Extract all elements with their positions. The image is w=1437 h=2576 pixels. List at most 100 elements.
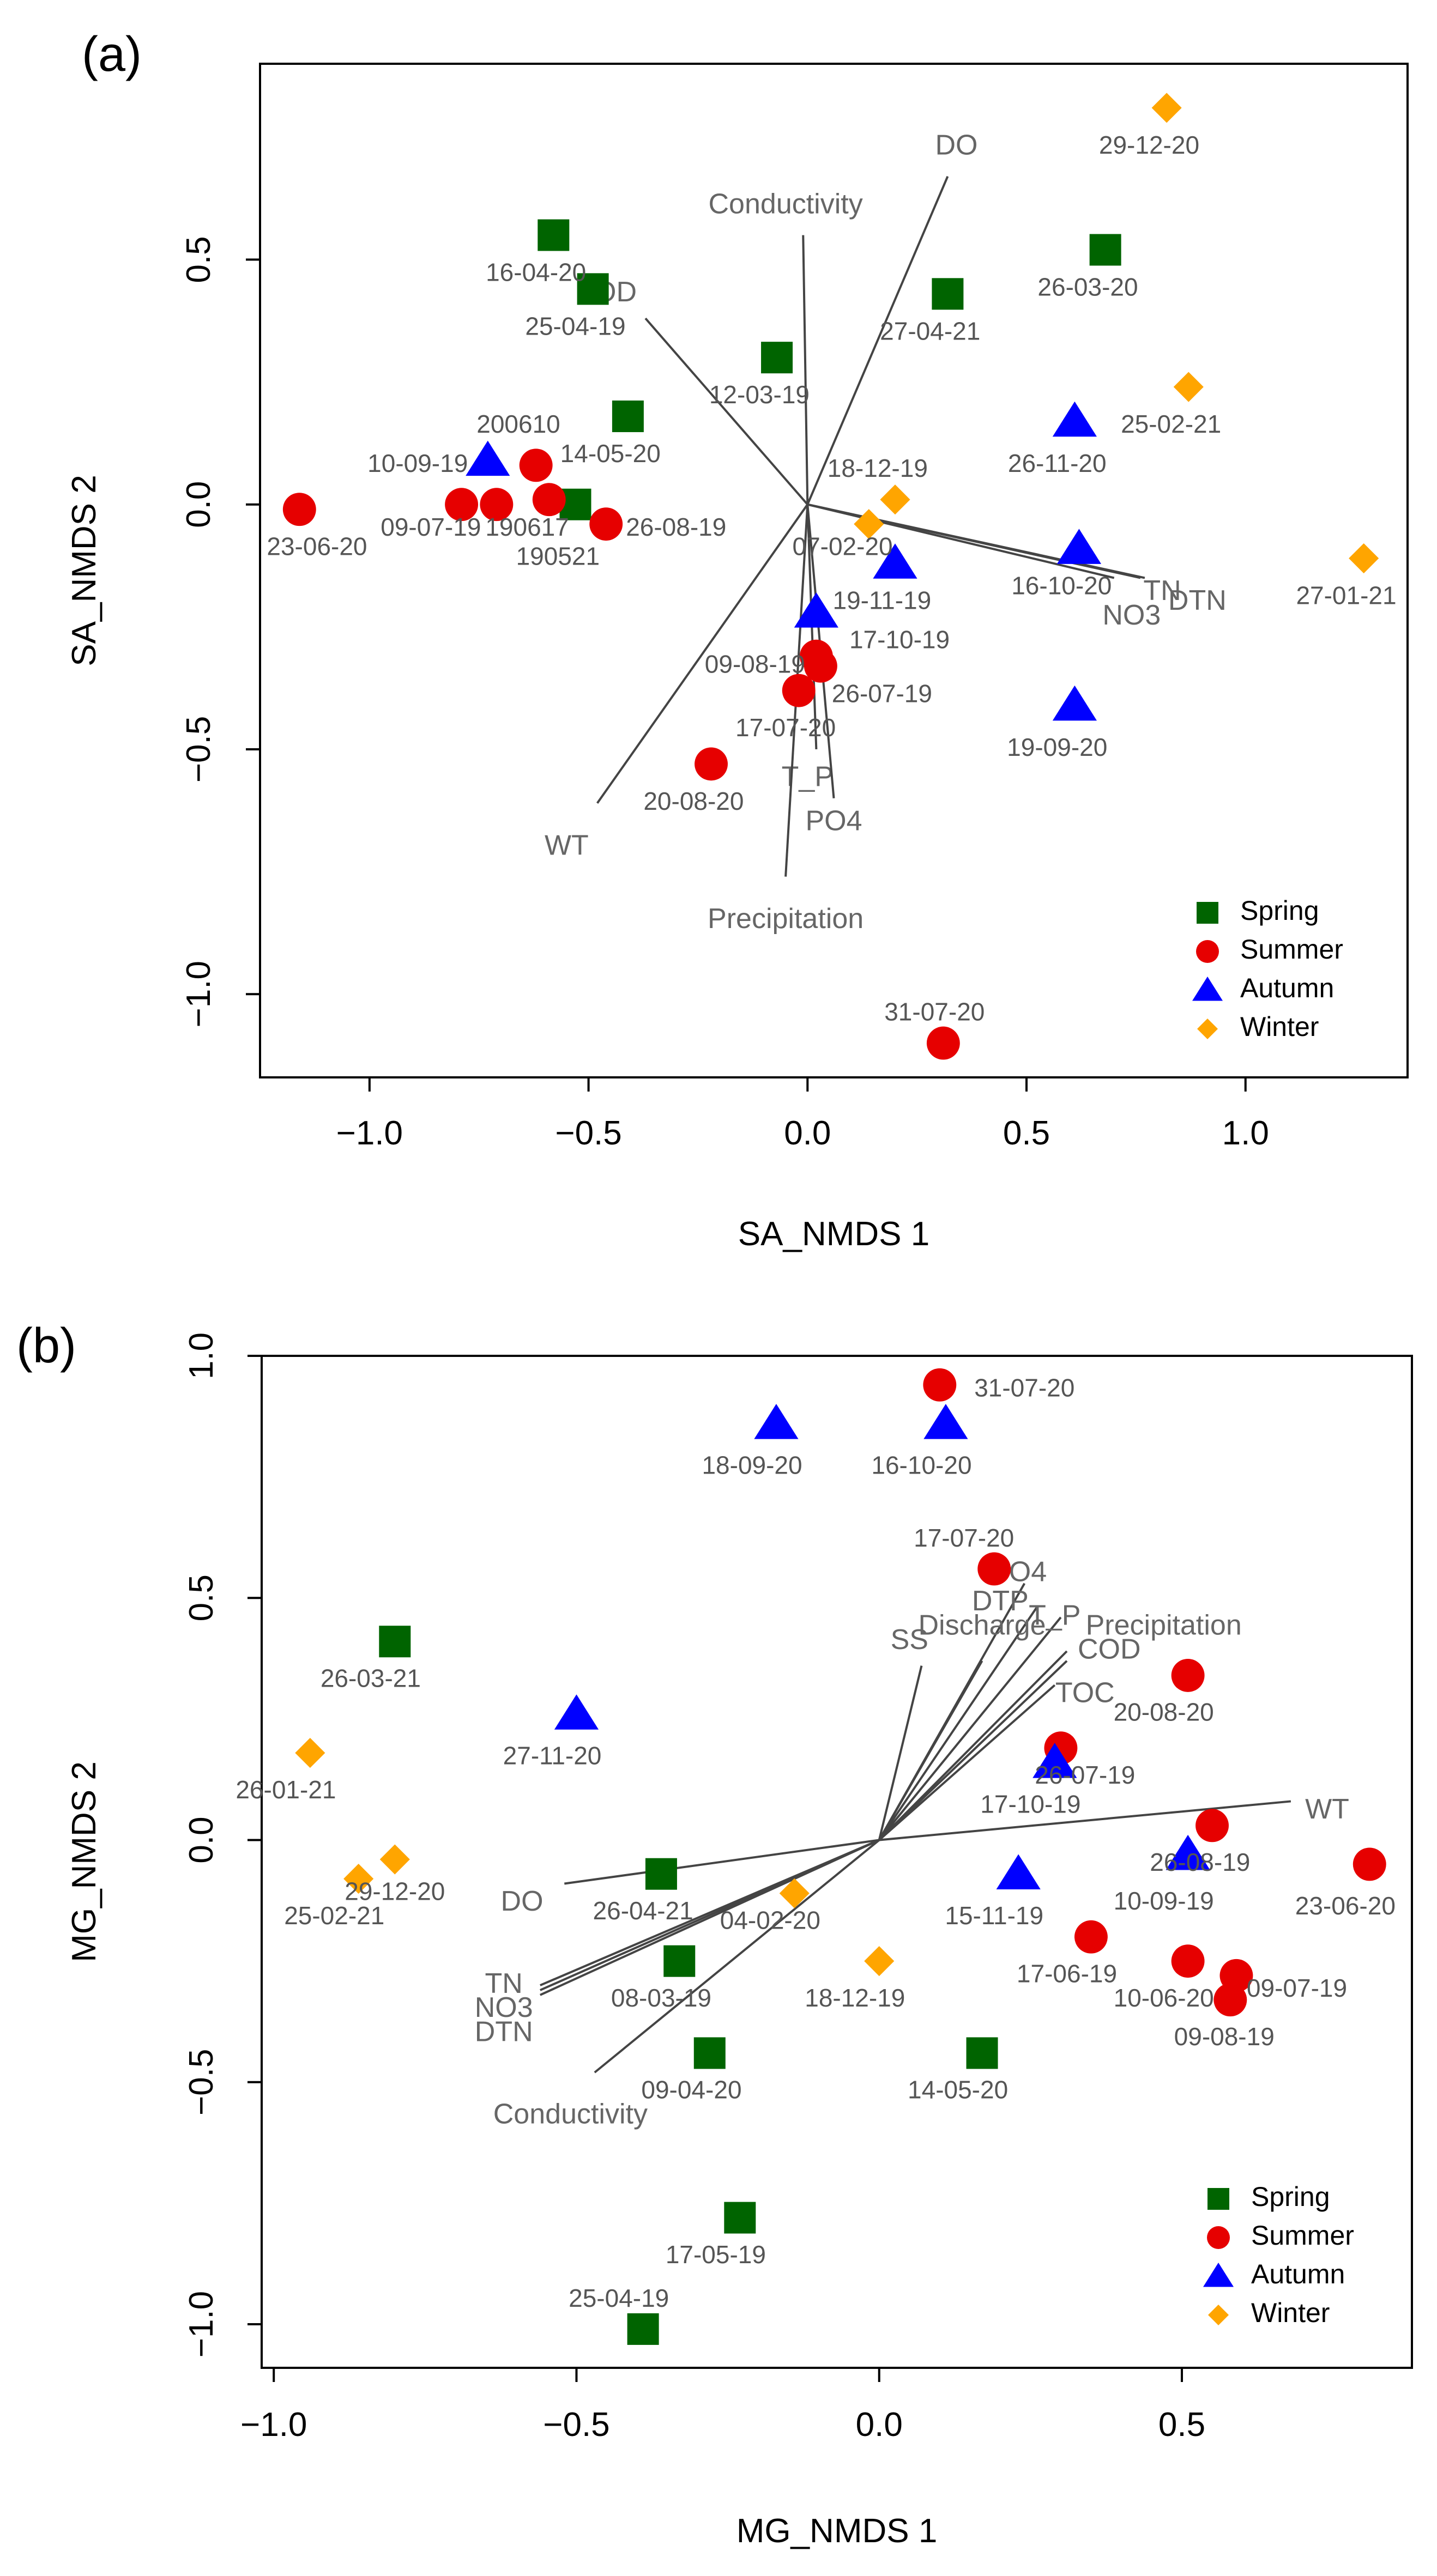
y-tick-label: −0.5	[183, 2049, 220, 2116]
env-vector-label: DTN	[475, 2016, 533, 2048]
env-vector-label: Conductivity	[709, 188, 863, 220]
env-vector-label: TN	[1143, 575, 1181, 607]
legend-autumn-label: Autumn	[1251, 2259, 1345, 2289]
point-label: 190617	[485, 513, 569, 541]
legend-autumn-label: Autumn	[1240, 973, 1334, 1003]
env-vector-label: T_P	[782, 761, 834, 793]
point-label: 17-10-19	[980, 1790, 1080, 1818]
point-label: 10-09-19	[1114, 1887, 1214, 1915]
x-tick-label: −1.0	[336, 1114, 403, 1152]
legend-winter-label: Winter	[1240, 1011, 1319, 1042]
point-summer	[589, 507, 623, 541]
point-autumn	[1033, 1743, 1077, 1778]
point-label: 26-08-19	[1150, 1848, 1250, 1876]
env-vector-line	[878, 1684, 1056, 1841]
env-vector-line	[879, 1800, 1291, 1841]
point-winter	[854, 509, 884, 540]
env-vector-label: TN	[485, 1968, 523, 1999]
panel-label: (b)	[16, 1319, 76, 1373]
point-label: 04-02-20	[720, 1906, 820, 1935]
point-summer	[282, 493, 316, 526]
point-autumn	[554, 1694, 599, 1730]
point-label: 08-03-19	[611, 1984, 711, 2012]
point-label: 23-06-20	[267, 532, 367, 561]
point-label: 26-01-21	[236, 1775, 336, 1804]
point-spring	[724, 2202, 756, 2234]
point-autumn	[466, 440, 510, 476]
point-summer	[977, 1552, 1011, 1586]
y-tick-label: −0.5	[180, 716, 218, 783]
x-tick-label: −1.0	[240, 2406, 307, 2444]
point-label: 190521	[516, 542, 600, 571]
point-summer	[1171, 1658, 1205, 1692]
point-label: 26-11-20	[1008, 449, 1107, 477]
point-spring	[932, 278, 964, 310]
y-tick-label: 1.0	[183, 1332, 220, 1379]
point-label: 17-06-19	[1017, 1959, 1117, 1987]
env-vector-label: DTN	[1168, 585, 1227, 616]
y-tick-label: 0.5	[183, 1574, 220, 1621]
env-vector-line	[644, 317, 808, 506]
point-label: 26-03-20	[1037, 272, 1138, 301]
env-vector-label: NO3	[475, 1992, 533, 2023]
point-label: 19-11-19	[833, 586, 932, 615]
x-tick-label: −0.5	[543, 2406, 609, 2444]
x-tick-label: −0.5	[555, 1114, 621, 1152]
y-tick-label: −1.0	[183, 2291, 220, 2357]
point-label: 26-08-19	[626, 513, 726, 541]
point-label: 31-07-20	[884, 997, 985, 1026]
point-spring	[379, 1626, 411, 1658]
env-vector-line	[878, 1650, 1068, 1841]
point-label: 25-02-21	[1121, 410, 1221, 438]
point-label: 17-05-19	[666, 2240, 766, 2269]
legend-autumn-marker	[1203, 2263, 1234, 2287]
point-autumn	[794, 592, 838, 628]
env-vector-line	[594, 1839, 880, 2074]
point-summer	[695, 747, 728, 781]
point-label: 17-10-19	[849, 625, 950, 653]
point-label: 27-11-20	[503, 1742, 602, 1770]
point-spring	[966, 2037, 998, 2069]
point-label: 19-09-20	[1007, 733, 1107, 761]
legend-winter-marker	[1197, 1019, 1218, 1039]
env-vector-line	[878, 1660, 983, 1841]
point-autumn	[1166, 1834, 1210, 1870]
point-label: 17-07-20	[914, 1524, 1014, 1552]
x-axis-title: SA_NMDS 1	[738, 1215, 929, 1253]
x-axis-title: MG_NMDS 1	[736, 2512, 938, 2550]
legend-spring-label: Spring	[1251, 2181, 1330, 2212]
point-spring	[645, 1858, 677, 1890]
env-vector-line	[807, 503, 1115, 579]
point-summer	[532, 483, 566, 517]
env-vector-line	[878, 1607, 1038, 1841]
legend-winter-marker	[1208, 2305, 1229, 2325]
point-summer	[782, 674, 816, 707]
x-tick-label: 0.0	[856, 2406, 903, 2444]
point-label: 17-07-20	[735, 713, 836, 742]
y-tick-label: 0.0	[183, 1816, 220, 1863]
point-label: 09-08-19	[705, 650, 805, 678]
point-label: 14-05-20	[560, 439, 661, 468]
x-tick-label: 0.0	[784, 1114, 831, 1152]
point-label: 09-07-19	[1247, 1974, 1347, 2002]
legend: Spring Summer Autumn Winter	[1203, 2181, 1354, 2328]
point-label: 27-01-21	[1296, 581, 1396, 610]
env-vector-line	[540, 1839, 880, 1996]
env-vector-line	[802, 235, 809, 505]
env-vector-label: TOC	[1055, 1677, 1115, 1709]
point-winter	[295, 1738, 325, 1768]
panel-label: (a)	[82, 27, 142, 82]
point-label: 09-08-19	[1174, 2022, 1275, 2051]
point-label: 16-10-20	[871, 1451, 971, 1480]
plot-frame	[259, 63, 1409, 1078]
env-vector-line	[878, 1660, 1068, 1841]
point-autumn	[923, 1404, 968, 1439]
env-vector-label: DTP	[972, 1585, 1029, 1617]
env-vector-label: NO3	[1102, 599, 1161, 631]
point-winter	[1173, 372, 1204, 402]
env-vector-label: PO4	[805, 805, 862, 837]
point-summer	[923, 1368, 957, 1402]
